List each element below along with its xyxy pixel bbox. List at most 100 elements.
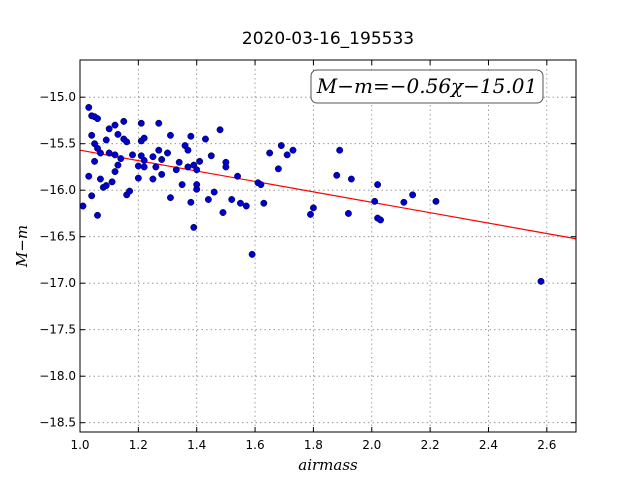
data-point — [248, 250, 256, 258]
fit-line — [79, 149, 577, 240]
fit-line-group — [79, 149, 577, 240]
data-point — [219, 209, 227, 216]
data-point — [140, 134, 148, 142]
annotation-text: M−m=−0.56χ−15.01 — [316, 74, 537, 98]
data-point — [242, 202, 250, 210]
data-point — [126, 187, 134, 195]
data-point — [190, 223, 198, 231]
y-tick-label: −18.5 — [39, 416, 76, 430]
annotation-box — [310, 69, 544, 104]
plot-frame — [79, 59, 577, 433]
y-axis-label: M−m — [13, 225, 31, 268]
fit-annotation: M−m=−0.56χ−15.01 — [310, 69, 544, 104]
x-tick-label: 1.0 — [70, 438, 89, 452]
data-point — [371, 197, 379, 205]
data-point — [91, 157, 99, 165]
data-point — [94, 211, 101, 219]
data-point — [108, 178, 116, 186]
data-point — [114, 161, 122, 169]
data-point — [120, 117, 128, 125]
data-point — [102, 136, 110, 144]
x-tick-label: 2.2 — [421, 438, 440, 452]
data-point — [237, 199, 244, 207]
data-point — [207, 152, 215, 160]
data-point — [184, 163, 192, 171]
data-point — [96, 149, 104, 157]
data-point — [111, 121, 119, 129]
y-tick-label: −16.5 — [39, 230, 76, 244]
data-point — [152, 163, 160, 171]
data-point — [140, 156, 148, 164]
data-point — [155, 119, 163, 127]
x-tick-label: 2.0 — [362, 438, 381, 452]
data-point — [166, 194, 174, 202]
data-point — [210, 188, 218, 196]
data-point — [344, 210, 352, 217]
data-points — [79, 103, 545, 285]
data-point — [111, 168, 119, 176]
data-point — [202, 135, 209, 143]
axis-ticks: 1.0 1.2 1.4 1.6 1.8 2.0 2.2 2.4 2.6 −15.0 −15.5 −16… — [39, 60, 576, 452]
data-point — [187, 198, 195, 206]
x-tick-label: 1.2 — [129, 438, 148, 452]
data-point — [400, 198, 408, 206]
data-point — [111, 151, 119, 159]
x-axis-label: airmass — [298, 456, 358, 474]
data-point — [88, 192, 96, 200]
data-point — [260, 199, 268, 207]
data-point — [94, 115, 101, 123]
data-point — [377, 216, 384, 224]
data-point — [193, 166, 201, 174]
x-tick-label: 2.4 — [479, 438, 498, 452]
data-point — [164, 149, 171, 157]
data-point — [283, 151, 291, 159]
data-point — [216, 126, 224, 134]
data-point — [333, 171, 341, 179]
data-point — [409, 191, 417, 199]
data-point — [274, 165, 282, 173]
data-point — [196, 157, 204, 165]
data-point — [178, 181, 186, 189]
data-point — [114, 130, 122, 138]
data-point — [96, 175, 104, 183]
data-point — [85, 103, 93, 111]
data-point — [88, 131, 96, 139]
data-point — [307, 210, 314, 218]
data-point — [117, 155, 125, 163]
data-point — [257, 181, 265, 189]
data-point — [134, 174, 142, 182]
data-point — [193, 185, 201, 193]
data-point — [234, 172, 242, 180]
data-point — [374, 181, 382, 189]
data-point — [123, 138, 131, 146]
y-tick-label: −15.5 — [39, 137, 76, 151]
data-point — [184, 146, 192, 154]
data-point — [277, 142, 285, 150]
data-point — [336, 146, 344, 154]
data-point — [266, 149, 274, 157]
x-tick-label: 1.6 — [246, 438, 265, 452]
data-point — [137, 119, 145, 127]
data-point — [129, 151, 136, 159]
data-point — [309, 204, 317, 212]
data-point — [105, 149, 113, 157]
data-point — [79, 202, 87, 210]
data-point — [172, 166, 180, 174]
y-tick-label: −17.5 — [39, 323, 76, 337]
data-point — [289, 146, 297, 154]
data-point — [158, 156, 166, 163]
data-point — [166, 131, 174, 139]
data-point — [432, 197, 440, 205]
data-point — [222, 163, 230, 171]
data-point — [102, 182, 110, 190]
x-tick-label: 2.6 — [537, 438, 556, 452]
data-point — [140, 163, 148, 171]
data-point — [187, 132, 195, 140]
data-point — [134, 162, 142, 170]
data-point — [204, 196, 212, 203]
data-point — [228, 196, 236, 203]
data-point — [158, 170, 166, 178]
data-point — [155, 146, 163, 154]
data-point — [149, 153, 157, 161]
